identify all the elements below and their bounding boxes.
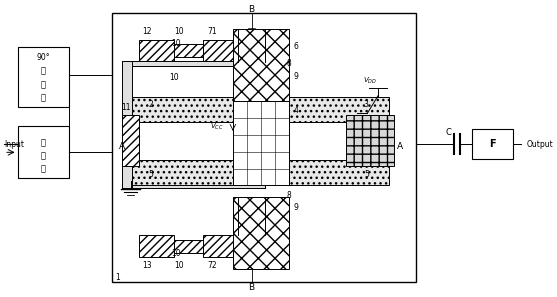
Bar — [472, 129, 513, 159]
Bar — [17, 47, 69, 107]
Text: 4: 4 — [294, 106, 299, 115]
Text: 10: 10 — [174, 261, 184, 270]
Text: F: F — [490, 139, 496, 149]
Bar — [174, 44, 203, 57]
Bar — [203, 235, 238, 257]
Bar — [123, 115, 139, 166]
Text: 器: 器 — [41, 93, 46, 102]
Text: 12: 12 — [143, 27, 152, 36]
Bar — [289, 97, 389, 122]
Text: 相: 相 — [41, 67, 46, 76]
Text: 10: 10 — [174, 27, 184, 36]
Bar — [123, 61, 132, 188]
Bar — [139, 40, 174, 62]
Text: A: A — [119, 142, 125, 151]
Bar — [17, 127, 69, 178]
Text: 5: 5 — [149, 170, 154, 179]
Text: 8: 8 — [287, 191, 292, 200]
Text: Output: Output — [526, 140, 553, 148]
Bar — [123, 182, 265, 188]
Text: 9: 9 — [294, 72, 299, 81]
Bar — [132, 160, 233, 185]
Text: 10: 10 — [172, 39, 181, 48]
Bar — [112, 13, 416, 282]
Bar — [123, 61, 265, 66]
Text: Input: Input — [4, 140, 24, 148]
Text: 11: 11 — [121, 103, 130, 112]
Text: $V_{DD}$: $V_{DD}$ — [363, 76, 377, 86]
Bar — [139, 235, 174, 257]
Text: $V_{CC}$: $V_{CC}$ — [210, 121, 223, 132]
Text: 13: 13 — [143, 261, 152, 270]
Text: 71: 71 — [208, 27, 217, 36]
Text: 器: 器 — [41, 165, 46, 173]
Bar — [346, 115, 394, 166]
Text: A: A — [397, 142, 403, 151]
Bar — [289, 160, 389, 185]
Text: 3: 3 — [364, 100, 369, 110]
Text: 5: 5 — [364, 170, 369, 179]
Text: 移: 移 — [41, 80, 46, 89]
Text: 功: 功 — [41, 138, 46, 147]
Text: 分: 分 — [41, 151, 46, 160]
Bar — [233, 101, 289, 185]
Text: C: C — [445, 128, 451, 137]
Bar — [233, 197, 289, 269]
Text: 8: 8 — [287, 59, 292, 68]
Text: 10: 10 — [172, 249, 181, 258]
Bar — [233, 29, 289, 101]
Text: 2: 2 — [149, 100, 153, 110]
Text: B: B — [248, 283, 255, 292]
Bar — [203, 40, 238, 62]
Text: 90°: 90° — [37, 53, 50, 62]
Text: 6: 6 — [294, 42, 299, 50]
Text: 10: 10 — [169, 73, 178, 82]
Bar — [174, 240, 203, 253]
Text: 9: 9 — [294, 203, 299, 212]
Text: B: B — [248, 5, 255, 14]
Text: 1: 1 — [115, 274, 120, 282]
Text: 72: 72 — [208, 261, 217, 270]
Bar — [132, 97, 233, 122]
